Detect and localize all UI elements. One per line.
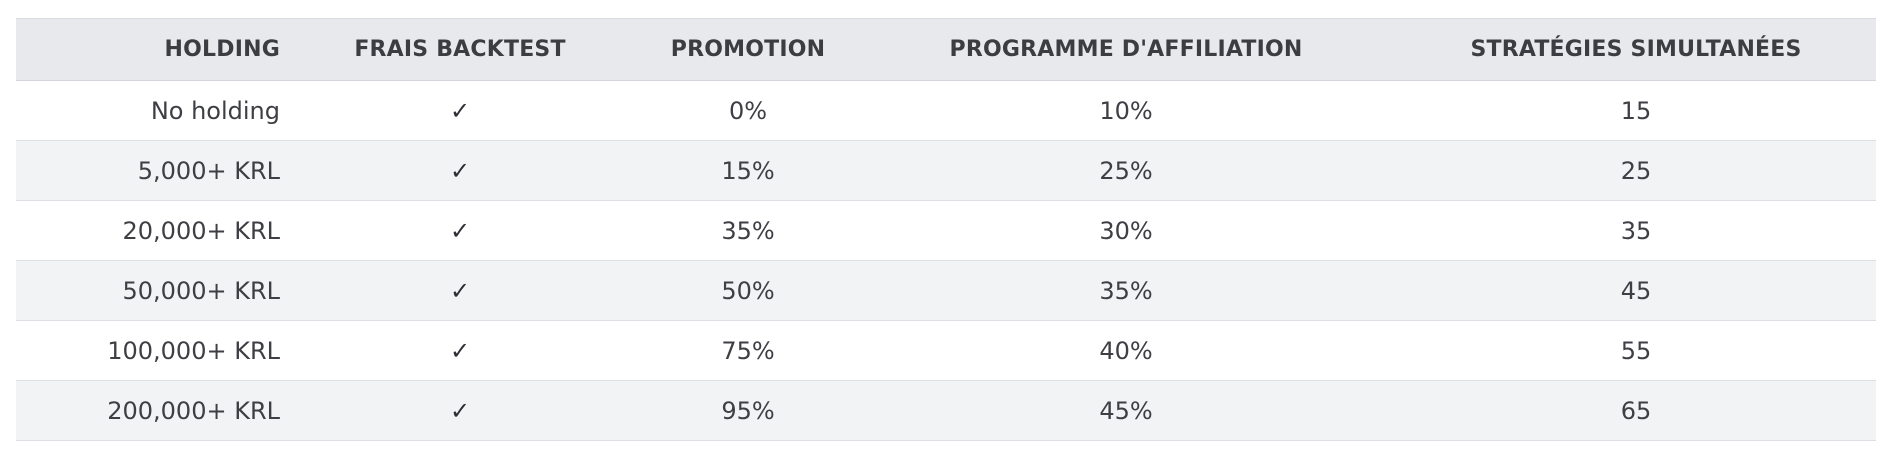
cell-promotion: 15%: [721, 156, 775, 185]
cell-holding: 20,000+ KRL: [122, 216, 281, 245]
cell-affiliation: 35%: [1099, 276, 1153, 305]
holding-benefits-table: HOLDING FRAIS BACKTEST PROMOTION PROGRAM…: [16, 18, 1876, 441]
cell-affiliation: 25%: [1099, 156, 1153, 185]
holding-benefits-table-container: HOLDING FRAIS BACKTEST PROMOTION PROGRAM…: [16, 18, 1876, 441]
cell-promotion: 35%: [721, 216, 775, 245]
cell-affiliation: 45%: [1099, 396, 1153, 425]
column-header-strategies: STRATÉGIES SIMULTANÉES: [1470, 37, 1802, 62]
cell-promotion: 0%: [728, 96, 768, 125]
check-icon: ✓: [449, 276, 471, 305]
check-icon: ✓: [449, 396, 471, 425]
cell-promotion: 50%: [721, 276, 775, 305]
table-row: 50,000+ KRL ✓ 50% 35% 45: [16, 260, 1876, 321]
check-icon: ✓: [449, 336, 471, 365]
check-icon: ✓: [449, 96, 471, 125]
cell-strategies: 45: [1620, 276, 1652, 305]
cell-holding: 200,000+ KRL: [107, 396, 280, 425]
cell-strategies: 15: [1620, 96, 1652, 125]
cell-holding: 5,000+ KRL: [137, 156, 280, 185]
cell-holding: 50,000+ KRL: [122, 276, 281, 305]
table-row: 100,000+ KRL ✓ 75% 40% 55: [16, 320, 1876, 381]
cell-affiliation: 10%: [1099, 96, 1153, 125]
check-icon: ✓: [449, 216, 471, 245]
cell-holding: 100,000+ KRL: [107, 336, 280, 365]
cell-promotion: 95%: [721, 396, 775, 425]
table-header-row: HOLDING FRAIS BACKTEST PROMOTION PROGRAM…: [16, 18, 1876, 81]
cell-strategies: 35: [1620, 216, 1652, 245]
table-row: 5,000+ KRL ✓ 15% 25% 25: [16, 140, 1876, 201]
cell-promotion: 75%: [721, 336, 775, 365]
column-header-affiliation: PROGRAMME D'AFFILIATION: [949, 37, 1303, 62]
cell-strategies: 65: [1620, 396, 1652, 425]
table-row: 20,000+ KRL ✓ 35% 30% 35: [16, 200, 1876, 261]
cell-strategies: 55: [1620, 336, 1652, 365]
table-row: 200,000+ KRL ✓ 95% 45% 65: [16, 380, 1876, 441]
column-header-holding: HOLDING: [164, 37, 280, 62]
table-row: No holding ✓ 0% 10% 15: [16, 80, 1876, 141]
column-header-promotion: PROMOTION: [670, 37, 826, 62]
column-header-frais-backtest: FRAIS BACKTEST: [354, 37, 566, 62]
check-icon: ✓: [449, 156, 471, 185]
cell-affiliation: 30%: [1099, 216, 1153, 245]
cell-affiliation: 40%: [1099, 336, 1153, 365]
cell-holding: No holding: [150, 96, 280, 125]
cell-strategies: 25: [1620, 156, 1652, 185]
